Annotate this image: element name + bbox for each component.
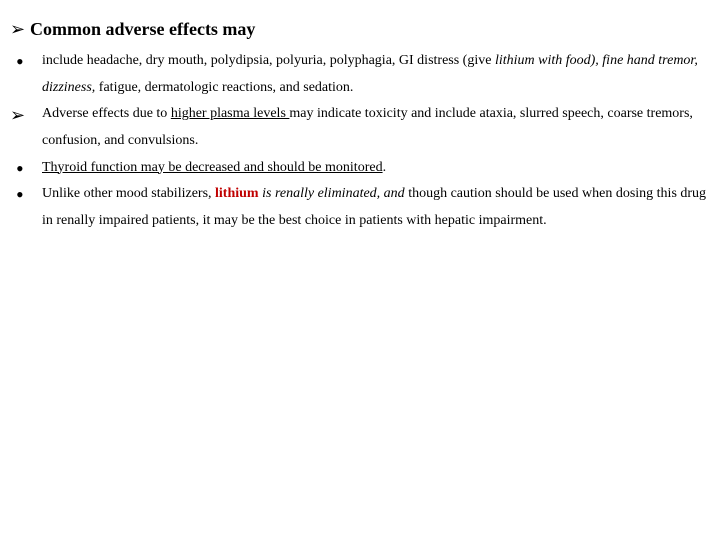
text-fragment-italic: is renally eliminated, and: [259, 186, 409, 201]
text-fragment: fatigue, dermatologic reactions, and sed…: [95, 80, 353, 95]
heading-text: Common adverse effects may: [30, 12, 255, 46]
list-item: Thyroid function may be decreased and sh…: [10, 155, 710, 182]
text-fragment: Adverse effects due to: [42, 106, 171, 121]
text-fragment: include headache, dry mouth, polydipsia,…: [42, 53, 495, 68]
content-list: include headache, dry mouth, polydipsia,…: [10, 48, 710, 234]
text-fragment: .: [383, 160, 387, 175]
text-fragment-underline: higher plasma levels: [171, 106, 290, 121]
list-item: include headache, dry mouth, polydipsia,…: [10, 48, 710, 101]
text-fragment-underline: Thyroid function may be decreased and sh…: [42, 160, 383, 175]
list-item: Adverse effects due to higher plasma lev…: [10, 101, 710, 154]
heading-row: ➢ Common adverse effects may: [10, 12, 710, 46]
text-fragment-red: lithium: [215, 186, 259, 201]
text-fragment: Unlike other mood stabilizers,: [42, 186, 215, 201]
list-item: Unlike other mood stabilizers, lithium i…: [10, 181, 710, 234]
heading-arrow-icon: ➢: [10, 20, 28, 38]
